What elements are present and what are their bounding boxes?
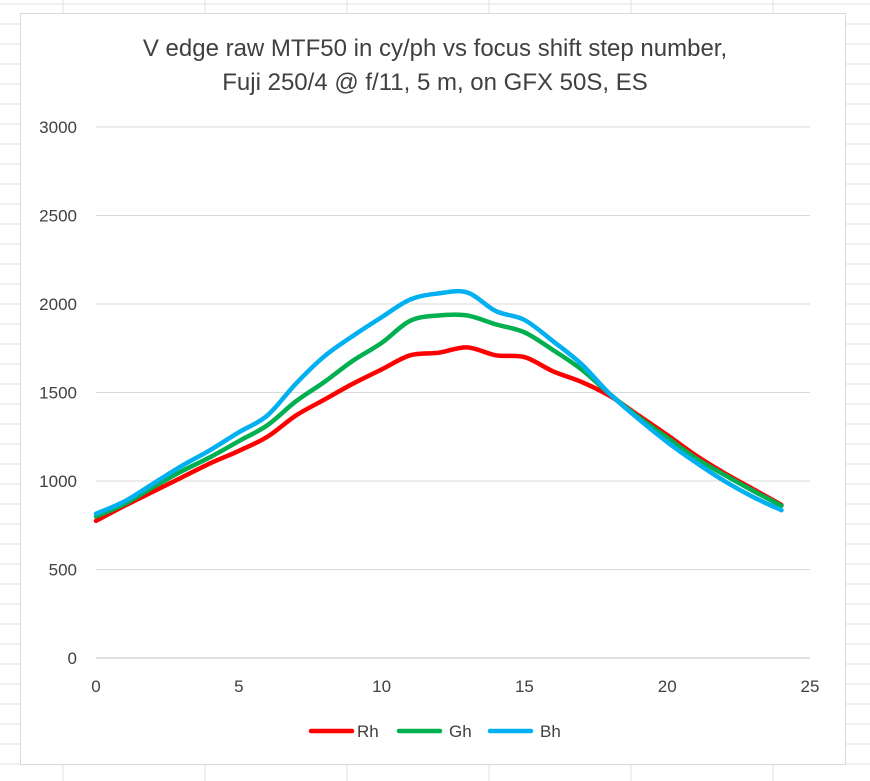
x-tick-label: 20 bbox=[658, 677, 677, 696]
x-tick-label: 15 bbox=[515, 677, 534, 696]
y-tick-label: 3000 bbox=[39, 118, 77, 137]
legend-label-rh: Rh bbox=[357, 722, 379, 741]
legend-label-gh: Gh bbox=[449, 722, 472, 741]
legend: Rh Gh Bh bbox=[308, 722, 561, 741]
chart-title-line-2: Fuji 250/4 @ f/11, 5 m, on GFX 50S, ES bbox=[222, 69, 647, 96]
x-tick-label: 25 bbox=[801, 677, 820, 696]
y-tick-label: 2000 bbox=[39, 295, 77, 314]
series-line-rh bbox=[93, 345, 784, 524]
y-tick-label: 2500 bbox=[39, 207, 77, 226]
series-line-gh bbox=[93, 312, 784, 519]
y-tick-label: 1500 bbox=[39, 384, 77, 403]
series-lines bbox=[93, 288, 784, 524]
y-tick-label: 500 bbox=[49, 561, 77, 580]
x-tick-label: 5 bbox=[234, 677, 243, 696]
gridlines bbox=[96, 126, 810, 659]
legend-label-bh: Bh bbox=[540, 722, 561, 741]
y-axis-tick-labels: 0 500 1000 1500 2000 2500 3000 bbox=[39, 118, 77, 668]
chart-area[interactable] bbox=[20, 13, 846, 765]
chart-title: V edge raw MTF50 in cy/ph vs focus shift… bbox=[143, 35, 727, 96]
y-tick-label: 1000 bbox=[39, 472, 77, 491]
x-axis-tick-labels: 0 5 10 15 20 25 bbox=[91, 677, 819, 696]
y-tick-label: 0 bbox=[68, 649, 77, 668]
chart-title-line-1: V edge raw MTF50 in cy/ph vs focus shift… bbox=[143, 35, 727, 62]
x-tick-label: 10 bbox=[372, 677, 391, 696]
series-line-bh bbox=[93, 288, 784, 516]
x-tick-label: 0 bbox=[91, 677, 100, 696]
